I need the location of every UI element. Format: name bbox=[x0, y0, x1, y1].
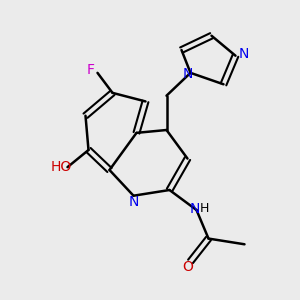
Text: N: N bbox=[182, 67, 193, 81]
Text: HO: HO bbox=[50, 160, 71, 174]
Text: H: H bbox=[200, 202, 210, 215]
Text: N: N bbox=[128, 195, 139, 209]
Text: N: N bbox=[190, 202, 200, 216]
Text: N: N bbox=[239, 47, 249, 61]
Text: F: F bbox=[87, 63, 95, 77]
Text: O: O bbox=[182, 260, 193, 274]
